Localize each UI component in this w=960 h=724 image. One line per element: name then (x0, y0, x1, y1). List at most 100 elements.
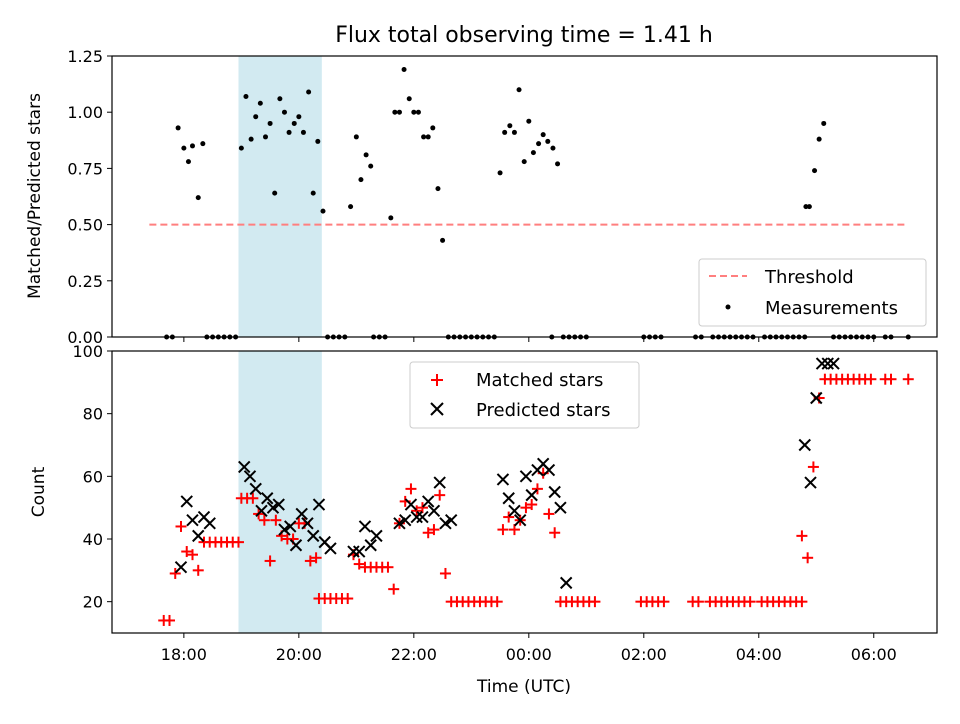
predicted-star-stroke-b (416, 510, 429, 524)
measurement-point (396, 109, 402, 115)
measurement-point (521, 159, 527, 165)
predicted-star-point (810, 391, 823, 405)
measurement-point (175, 125, 181, 131)
measurement-point (497, 170, 503, 176)
top-panel: Flux total observing time = 1.41 h 0.00 0… (25, 23, 938, 347)
measurement-point (406, 96, 412, 102)
predicted-star-stroke-b (827, 357, 840, 370)
predicted-star-point (513, 513, 527, 527)
matched-star-point (526, 499, 538, 511)
predicted-star-stroke-b (255, 504, 268, 518)
measurement-point (363, 152, 369, 158)
measurement-point (310, 190, 316, 196)
predicted-star-point (421, 495, 435, 508)
top-y-tick-label: 0.75 (67, 159, 103, 178)
predicted-star-point (444, 513, 458, 527)
measurement-point (200, 141, 206, 147)
predicted-star-stroke-b (186, 513, 199, 527)
predicted-star-point (307, 529, 320, 543)
predicted-star-point (433, 476, 446, 489)
bottom-x-tick-label: 06:00 (851, 645, 897, 664)
predicted-star-point (180, 495, 193, 508)
predicted-star-point (364, 539, 377, 552)
matched-star-point (270, 514, 282, 526)
matched-star-point (382, 561, 394, 573)
matched-star-point (405, 483, 417, 495)
matched-star-point (796, 530, 808, 542)
predicted-star-point (554, 501, 567, 514)
matched-star-point (411, 505, 423, 517)
predicted-star-point (798, 438, 811, 452)
measurement-point (555, 161, 561, 167)
predicted-star-point (358, 520, 372, 533)
bottom-xlabel: Time (UTC) (476, 677, 571, 697)
measurement-point (291, 120, 297, 126)
predicted-star-stroke-b (542, 463, 556, 477)
predicted-star-point (272, 498, 285, 511)
predicted-star-stroke-b (513, 513, 527, 527)
measurement-point (296, 114, 302, 120)
measurement-point (195, 195, 201, 201)
predicted-star-point (427, 504, 441, 518)
predicted-star-point (312, 498, 326, 511)
matched-star-point (192, 564, 204, 576)
predicted-star-stroke-b (554, 501, 567, 514)
predicted-star-stroke-b (427, 504, 441, 518)
top-legend: Threshold Measurements (698, 258, 927, 327)
predicted-star-point (186, 513, 199, 527)
measurement-point (430, 125, 436, 131)
threshold-legend-label: Threshold (764, 267, 854, 288)
bottom-ylabel: Count (29, 466, 49, 517)
observing-window-shade (238, 56, 322, 337)
predicted-star-stroke-b (502, 492, 515, 505)
matched-star-point (589, 596, 601, 608)
predicted-star-stroke-b (295, 507, 308, 521)
predicted-star-point (410, 510, 423, 524)
predicted-star-point (347, 545, 360, 558)
matched-star-point (264, 555, 276, 567)
predicted-star-stroke-b (307, 529, 320, 543)
predicted-star-stroke-b (266, 501, 280, 514)
measurement-point (257, 100, 263, 106)
predicted-star-point (502, 492, 515, 505)
matched-star-point (416, 502, 428, 514)
top-y-tick-label: 0.50 (67, 216, 103, 235)
measurement-point (411, 109, 417, 115)
predicted-star-stroke-b (192, 529, 205, 543)
predicted-star-stroke-b (404, 498, 418, 511)
matched-star-point (428, 524, 440, 536)
measurement-point (806, 204, 812, 210)
matched-star-point (422, 527, 434, 539)
predicted-star-stroke-b (289, 539, 303, 552)
measurement-point (263, 134, 269, 140)
measurement-point (507, 123, 513, 129)
bottom-y-tick-label: 80 (83, 405, 103, 424)
measurement-point (388, 215, 394, 221)
predicted-star-point (301, 517, 314, 530)
matched-star-point (434, 489, 446, 501)
matched-star-point (658, 596, 670, 608)
bottom-y-tick-label: 60 (83, 467, 103, 486)
matched-star-point (531, 483, 543, 495)
predicted-star-point (370, 529, 383, 543)
matched-star-point (353, 558, 365, 570)
predicted-star-point (249, 482, 262, 496)
top-ylabel: Matched/Predicted stars (25, 93, 45, 299)
measurement-point (502, 129, 508, 135)
measurement-point (530, 150, 536, 156)
predicted-star-point (508, 504, 521, 518)
matched-star-point (802, 552, 814, 564)
matched-star-point (247, 492, 259, 504)
matched-star-point (388, 583, 400, 595)
measurement-point (821, 120, 827, 126)
measurement-point (267, 120, 273, 126)
bottom-x-tick-label: 02:00 (621, 645, 667, 664)
matched-star-point (508, 524, 520, 536)
predicted-legend-swatch (430, 402, 444, 416)
bottom-legend-box (409, 361, 640, 429)
bottom-y-tick-label: 20 (83, 593, 103, 612)
predicted-star-stroke-b (496, 473, 510, 486)
bottom-legend: Matched stars Predicted stars (409, 361, 640, 429)
predicted-star-point (192, 529, 205, 543)
measurement-point (358, 177, 364, 183)
